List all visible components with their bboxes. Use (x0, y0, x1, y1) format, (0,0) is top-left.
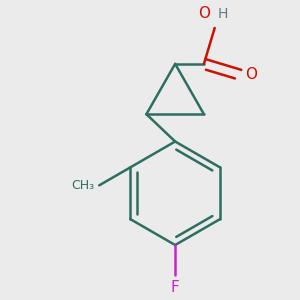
Text: O: O (198, 7, 210, 22)
Text: F: F (171, 280, 179, 295)
Text: CH₃: CH₃ (71, 179, 94, 192)
Text: H: H (218, 7, 228, 21)
Text: O: O (245, 67, 257, 82)
